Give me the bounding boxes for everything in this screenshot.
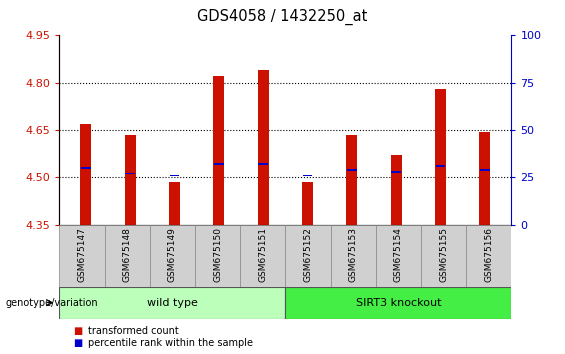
Text: GSM675150: GSM675150 xyxy=(213,227,222,282)
Text: ■: ■ xyxy=(73,326,82,336)
Text: GSM675151: GSM675151 xyxy=(258,227,267,282)
Bar xyxy=(479,132,490,225)
Bar xyxy=(59,225,105,287)
Text: GDS4058 / 1432250_at: GDS4058 / 1432250_at xyxy=(197,9,368,25)
Bar xyxy=(302,182,313,225)
Text: GSM675149: GSM675149 xyxy=(168,227,177,281)
FancyBboxPatch shape xyxy=(285,287,511,319)
Text: GSM675156: GSM675156 xyxy=(484,227,493,282)
Bar xyxy=(105,225,150,287)
Text: GSM675152: GSM675152 xyxy=(303,227,312,281)
Bar xyxy=(435,89,446,225)
Text: GSM675153: GSM675153 xyxy=(349,227,358,282)
Bar xyxy=(480,169,490,171)
Bar xyxy=(240,225,285,287)
Bar xyxy=(436,165,445,167)
Bar xyxy=(125,173,135,175)
FancyBboxPatch shape xyxy=(59,287,285,319)
Bar xyxy=(258,70,269,225)
Text: GSM675147: GSM675147 xyxy=(77,227,86,281)
Text: transformed count: transformed count xyxy=(88,326,179,336)
Bar xyxy=(391,171,401,172)
Bar xyxy=(81,167,91,169)
Text: genotype/variation: genotype/variation xyxy=(6,298,98,308)
Bar xyxy=(346,135,357,225)
Bar xyxy=(195,225,240,287)
Bar xyxy=(169,182,180,225)
Bar xyxy=(376,225,421,287)
Bar xyxy=(285,225,331,287)
Text: wild type: wild type xyxy=(147,298,198,308)
Bar xyxy=(170,175,180,176)
Bar xyxy=(347,169,357,171)
Text: GSM675154: GSM675154 xyxy=(394,227,403,281)
Bar xyxy=(331,225,376,287)
Bar xyxy=(80,124,92,225)
Bar xyxy=(466,225,511,287)
Bar xyxy=(303,175,312,176)
Bar xyxy=(125,135,136,225)
Bar xyxy=(390,155,402,225)
Bar xyxy=(421,225,466,287)
Bar xyxy=(150,225,195,287)
Text: percentile rank within the sample: percentile rank within the sample xyxy=(88,338,253,348)
Bar xyxy=(214,164,224,165)
Text: GSM675148: GSM675148 xyxy=(123,227,132,281)
Text: ■: ■ xyxy=(73,338,82,348)
Bar xyxy=(258,164,268,165)
Bar xyxy=(214,76,224,225)
Text: GSM675155: GSM675155 xyxy=(439,227,448,282)
Text: SIRT3 knockout: SIRT3 knockout xyxy=(355,298,441,308)
